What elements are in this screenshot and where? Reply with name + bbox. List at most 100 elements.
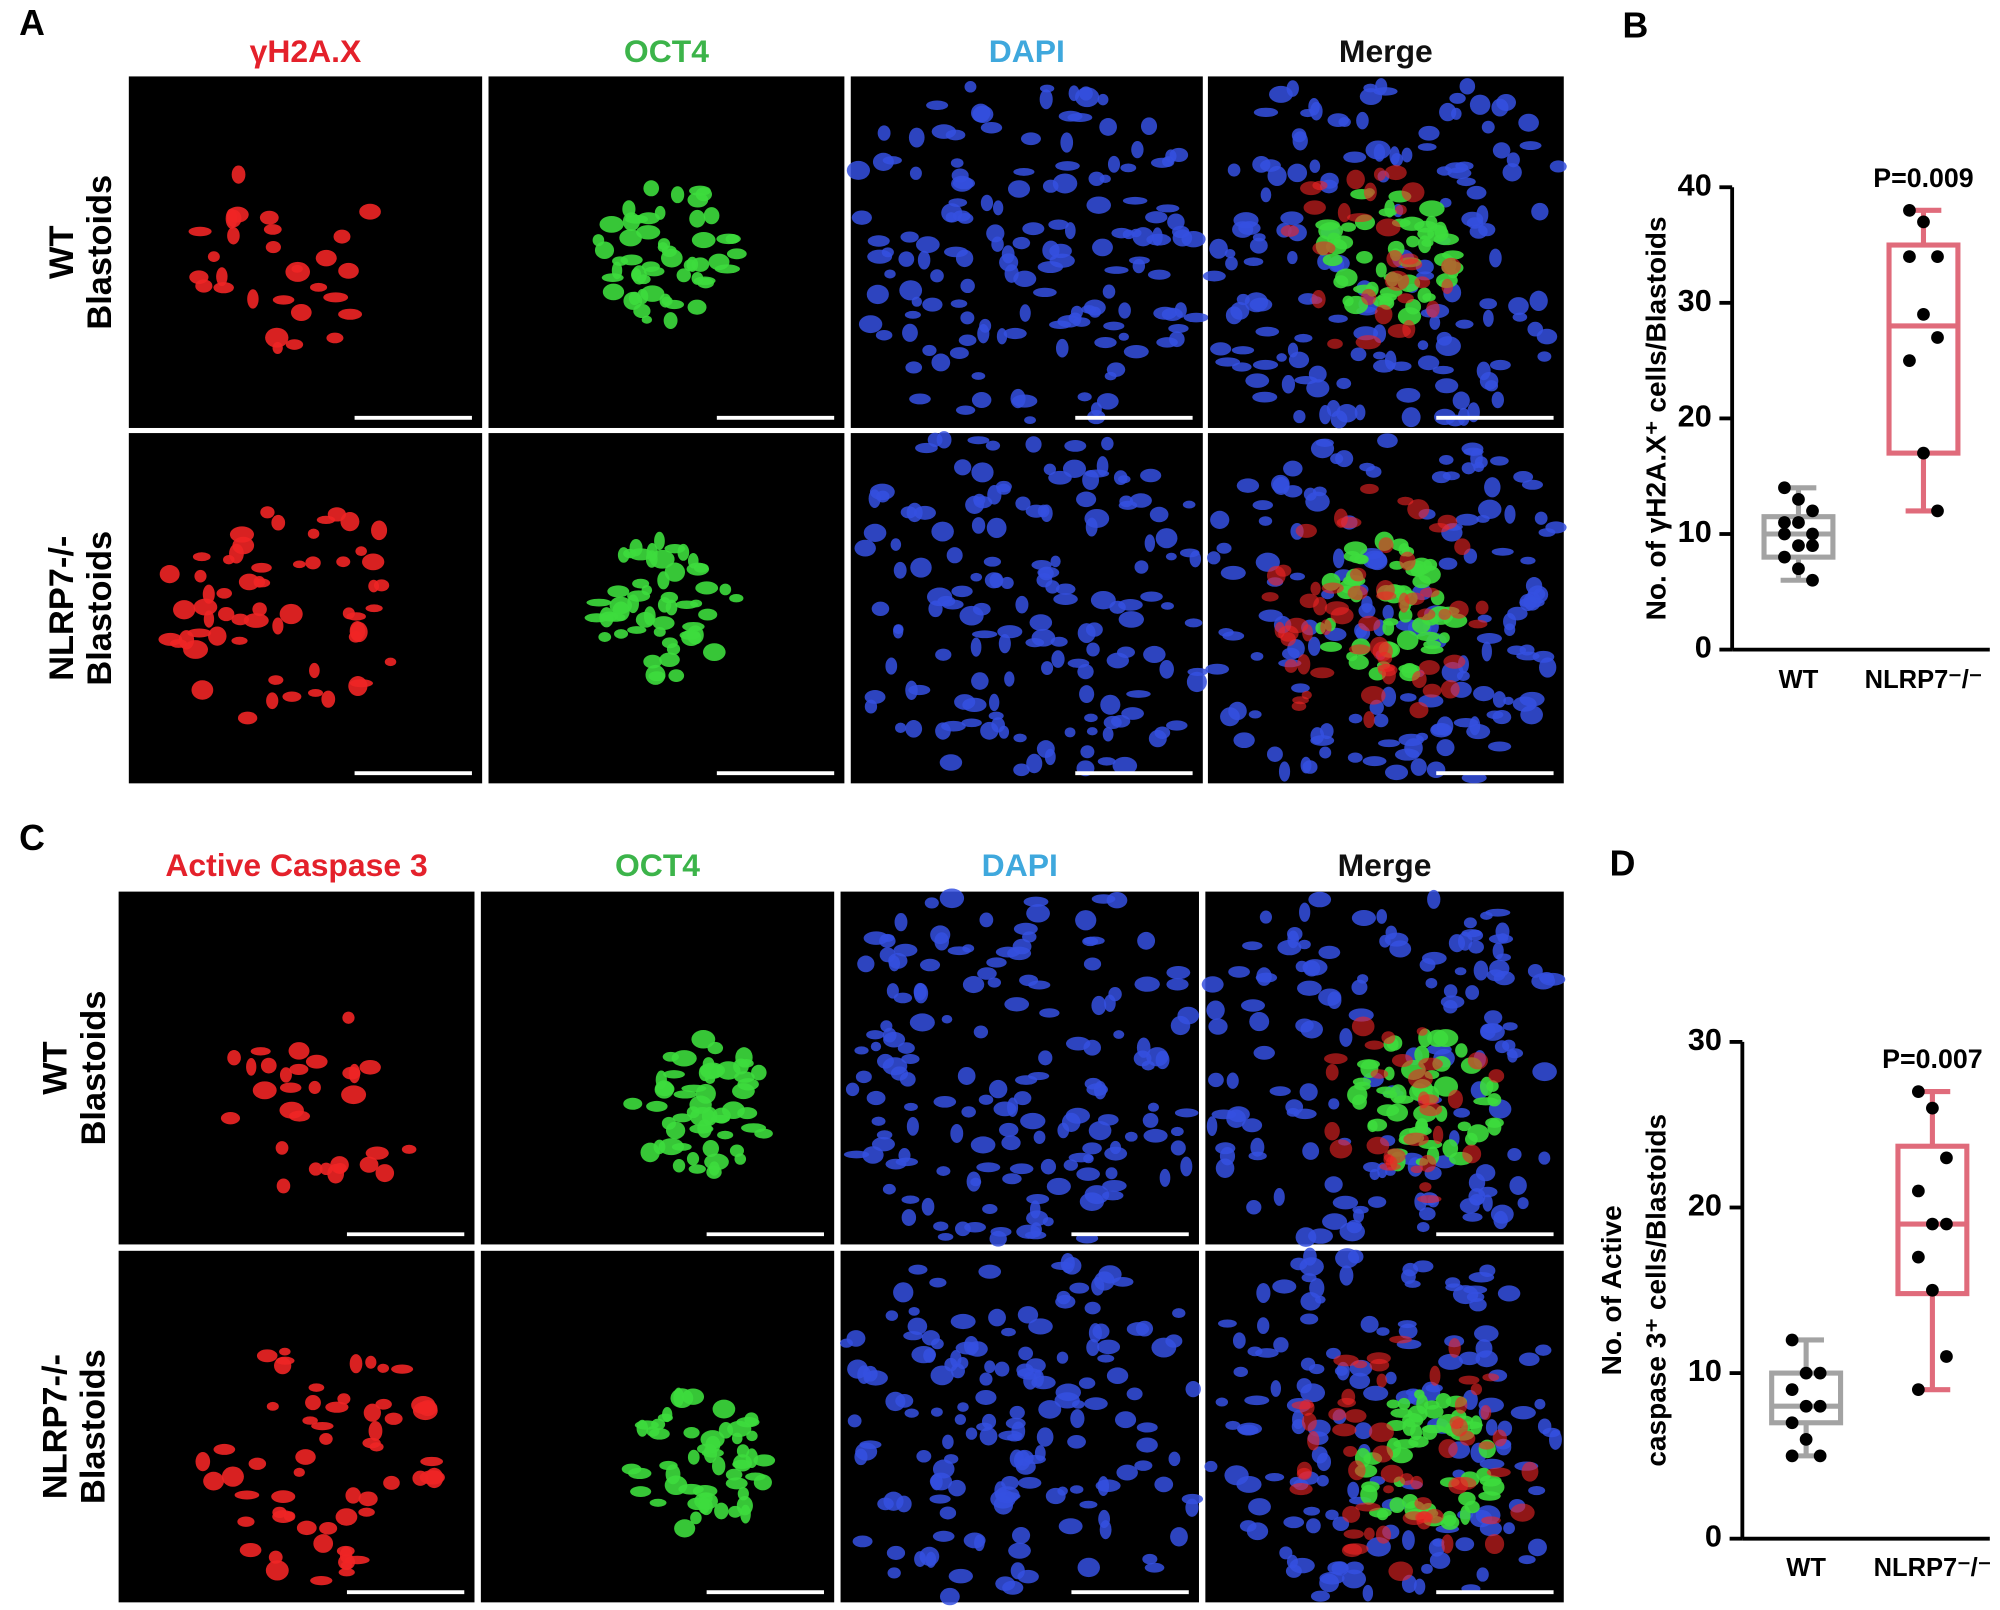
cell-nucleus: [1244, 1395, 1270, 1406]
cell-nucleus: [964, 81, 977, 93]
cell-nucleus: [1142, 1553, 1158, 1565]
cell-nucleus: [886, 1545, 906, 1560]
cell-nucleus: [1145, 211, 1168, 224]
cell-nucleus: [973, 493, 986, 506]
cell-nucleus: [1106, 1367, 1129, 1384]
cell-nucleus: [1485, 1117, 1504, 1128]
cell-nucleus: [1438, 1353, 1464, 1370]
cell-nucleus: [1408, 1435, 1429, 1448]
cell-nucleus: [1375, 1525, 1392, 1544]
cell-nucleus: [308, 1080, 321, 1094]
cell-nucleus: [1220, 707, 1240, 727]
cell-nucleus: [1257, 1317, 1270, 1335]
cell-nucleus: [1017, 1306, 1039, 1324]
cell-nucleus: [945, 129, 966, 141]
cell-nucleus: [247, 289, 259, 309]
cell-nucleus: [1336, 516, 1362, 529]
cell-nucleus: [1534, 1398, 1546, 1410]
cell-nucleus: [308, 1383, 325, 1392]
cell-nucleus: [1065, 1107, 1091, 1124]
cell-nucleus: [1165, 1334, 1183, 1348]
cell-nucleus: [1249, 297, 1273, 312]
cell-nucleus: [1512, 696, 1537, 712]
data-point: [1926, 1283, 1939, 1297]
data-point: [1931, 250, 1944, 263]
cell-nucleus: [375, 1398, 392, 1410]
cell-nucleus: [935, 648, 952, 661]
micrograph: [480, 1250, 835, 1603]
cell-nucleus: [930, 269, 944, 283]
cell-nucleus: [371, 520, 388, 541]
cell-nucleus: [1103, 321, 1125, 331]
cell-nucleus: [1344, 1409, 1367, 1423]
cell-nucleus: [875, 329, 893, 341]
cell-nucleus: [908, 1264, 928, 1275]
cell-nucleus: [1354, 1422, 1373, 1440]
micrograph: [118, 891, 475, 1245]
cell-nucleus: [1295, 523, 1317, 538]
cell-nucleus: [1077, 663, 1094, 680]
cell-nucleus: [1416, 1027, 1428, 1036]
cell-nucleus: [1347, 1481, 1360, 1499]
cell-nucleus: [1273, 1188, 1285, 1206]
cell-nucleus: [1300, 1313, 1319, 1325]
cell-nucleus: [1391, 1053, 1413, 1068]
cell-nucleus: [649, 1498, 667, 1507]
y-tick-label: 20: [1688, 1189, 1722, 1223]
cell-nucleus: [373, 579, 390, 592]
cell-nucleus: [955, 405, 976, 415]
cell-nucleus: [1349, 1372, 1371, 1389]
cell-nucleus: [276, 1178, 291, 1194]
cell-nucleus: [311, 1421, 334, 1431]
cell-nucleus: [668, 669, 685, 683]
cell-nucleus: [1091, 995, 1107, 1016]
cell-nucleus: [1084, 1301, 1101, 1315]
cell-nucleus: [1105, 1167, 1118, 1180]
cell-nucleus: [302, 1416, 318, 1425]
cell-nucleus: [1140, 591, 1163, 602]
cell-nucleus: [1355, 335, 1382, 350]
cell-nucleus: [917, 250, 931, 270]
cell-nucleus: [1291, 128, 1307, 143]
cell-nucleus: [342, 1011, 355, 1024]
cell-nucleus: [1502, 1039, 1516, 1052]
data-point: [1785, 1333, 1799, 1347]
cell-nucleus: [1367, 1196, 1387, 1208]
cell-nucleus: [237, 711, 258, 725]
cell-nucleus: [1347, 585, 1368, 601]
cell-nucleus: [1301, 1273, 1317, 1283]
data-point: [1813, 1399, 1827, 1413]
cell-nucleus: [1010, 388, 1026, 409]
cell-nucleus: [349, 1354, 363, 1374]
cell-nucleus: [1320, 723, 1334, 740]
cell-nucleus: [1327, 338, 1343, 349]
y-axis-label: caspase 3⁺ cells/Blastoids: [1641, 1114, 1672, 1467]
cell-nucleus: [1252, 500, 1274, 511]
cell-nucleus: [617, 547, 630, 563]
cell-nucleus: [636, 288, 649, 305]
cell-nucleus: [1252, 233, 1266, 242]
cell-nucleus: [971, 462, 994, 483]
cell-nucleus: [986, 224, 1005, 243]
cell-nucleus: [939, 888, 965, 909]
cell-nucleus: [1283, 460, 1303, 477]
cell-nucleus: [1497, 1285, 1521, 1302]
cell-nucleus: [263, 224, 282, 235]
cell-nucleus: [1303, 487, 1317, 501]
cell-nucleus: [906, 1116, 919, 1136]
cell-nucleus: [221, 1466, 244, 1487]
cell-nucleus: [1291, 683, 1310, 693]
cell-nucleus: [1375, 262, 1387, 278]
cell-nucleus: [955, 249, 974, 268]
cell-nucleus: [982, 1203, 998, 1214]
cell-nucleus: [622, 200, 636, 218]
data-point: [1792, 562, 1805, 576]
cell-nucleus: [910, 557, 932, 578]
cell-nucleus: [260, 1057, 277, 1074]
cell-nucleus: [1308, 365, 1327, 383]
cell-nucleus: [714, 264, 740, 274]
panel-letter: A: [19, 3, 45, 43]
cell-nucleus: [1410, 758, 1427, 776]
cell-nucleus: [1111, 227, 1132, 239]
channel-label: DAPI: [989, 33, 1065, 69]
